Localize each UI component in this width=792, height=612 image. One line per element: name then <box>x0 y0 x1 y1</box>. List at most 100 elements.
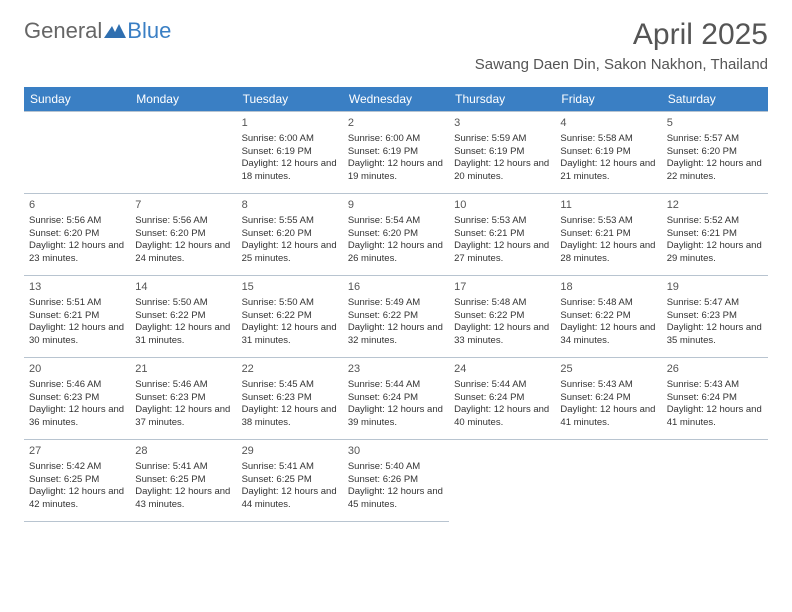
daylight-line: Daylight: 12 hours and 41 minutes. <box>560 404 656 430</box>
calendar-cell: 9Sunrise: 5:54 AMSunset: 6:20 PMDaylight… <box>343 194 449 276</box>
sunset-line: Sunset: 6:24 PM <box>454 392 550 405</box>
daylight-line: Daylight: 12 hours and 36 minutes. <box>29 404 125 430</box>
day-number: 20 <box>29 362 125 377</box>
sunrise-line: Sunrise: 5:58 AM <box>560 133 656 146</box>
calendar-cell <box>662 440 768 522</box>
sunset-line: Sunset: 6:26 PM <box>348 474 444 487</box>
day-number: 23 <box>348 362 444 377</box>
sunset-line: Sunset: 6:21 PM <box>667 228 763 241</box>
day-number: 16 <box>348 280 444 295</box>
day-number: 3 <box>454 116 550 131</box>
sunset-line: Sunset: 6:21 PM <box>29 310 125 323</box>
sunrise-line: Sunrise: 5:43 AM <box>560 379 656 392</box>
sunrise-line: Sunrise: 5:50 AM <box>242 297 338 310</box>
calendar-cell: 1 Sunrise: 6:00 AMSunset: 6:19 PMDaylight… <box>237 112 343 194</box>
sunrise-line: Sunrise: 5:53 AM <box>454 215 550 228</box>
weekday-header: Monday <box>130 87 236 112</box>
daylight-line: Daylight: 12 hours and 35 minutes. <box>667 322 763 348</box>
calendar-cell <box>555 440 661 522</box>
daylight-line: Daylight: 12 hours and 21 minutes. <box>560 158 656 184</box>
logo-text-2: Blue <box>127 18 171 44</box>
daylight-line: Daylight: 12 hours and 32 minutes. <box>348 322 444 348</box>
sunset-line: Sunset: 6:24 PM <box>560 392 656 405</box>
day-number: 9 <box>348 198 444 213</box>
sunset-line: Sunset: 6:25 PM <box>29 474 125 487</box>
calendar-table: Sunday Monday Tuesday Wednesday Thursday… <box>24 87 768 522</box>
title-block: April 2025 Sawang Daen Din, Sakon Nakhon… <box>475 18 768 73</box>
day-number: 29 <box>242 444 338 459</box>
sunrise-line: Sunrise: 5:48 AM <box>454 297 550 310</box>
day-number: 21 <box>135 362 231 377</box>
calendar-cell: 28Sunrise: 5:41 AMSunset: 6:25 PMDayligh… <box>130 440 236 522</box>
daylight-line: Daylight: 12 hours and 44 minutes. <box>242 486 338 512</box>
day-number: 24 <box>454 362 550 377</box>
daylight-line: Daylight: 12 hours and 34 minutes. <box>560 322 656 348</box>
sunrise-line: Sunrise: 5:44 AM <box>454 379 550 392</box>
sunrise-line: Sunrise: 5:40 AM <box>348 461 444 474</box>
calendar-cell: 5Sunrise: 5:57 AMSunset: 6:20 PMDaylight… <box>662 112 768 194</box>
day-number: 19 <box>667 280 763 295</box>
sunset-line: Sunset: 6:19 PM <box>348 146 444 159</box>
sunset-line: Sunset: 6:20 PM <box>348 228 444 241</box>
sunrise-line: Sunrise: 5:53 AM <box>560 215 656 228</box>
day-number: 30 <box>348 444 444 459</box>
sunrise-line: Sunrise: 6:00 AM <box>242 133 338 146</box>
header: General Blue April 2025 Sawang Daen Din,… <box>24 18 768 73</box>
calendar-cell: 8Sunrise: 5:55 AMSunset: 6:20 PMDaylight… <box>237 194 343 276</box>
weekday-header: Tuesday <box>237 87 343 112</box>
day-number: 7 <box>135 198 231 213</box>
daylight-line: Daylight: 12 hours and 31 minutes. <box>242 322 338 348</box>
daylight-line: Daylight: 12 hours and 33 minutes. <box>454 322 550 348</box>
sunset-line: Sunset: 6:22 PM <box>454 310 550 323</box>
daylight-line: Daylight: 12 hours and 39 minutes. <box>348 404 444 430</box>
sunrise-line: Sunrise: 5:46 AM <box>135 379 231 392</box>
sunset-line: Sunset: 6:23 PM <box>242 392 338 405</box>
calendar-cell: 2Sunrise: 6:00 AMSunset: 6:19 PMDaylight… <box>343 112 449 194</box>
day-number: 22 <box>242 362 338 377</box>
sunrise-line: Sunrise: 5:44 AM <box>348 379 444 392</box>
day-number: 26 <box>667 362 763 377</box>
calendar-cell <box>130 112 236 194</box>
sunrise-line: Sunrise: 5:56 AM <box>29 215 125 228</box>
day-number: 15 <box>242 280 338 295</box>
day-number: 18 <box>560 280 656 295</box>
calendar-cell: 10Sunrise: 5:53 AMSunset: 6:21 PMDayligh… <box>449 194 555 276</box>
sunset-line: Sunset: 6:19 PM <box>242 146 338 159</box>
day-number: 12 <box>667 198 763 213</box>
sunset-line: Sunset: 6:22 PM <box>560 310 656 323</box>
page-title: April 2025 <box>475 18 768 52</box>
sunrise-line: Sunrise: 6:00 AM <box>348 133 444 146</box>
day-number: 2 <box>348 116 444 131</box>
sunset-line: Sunset: 6:20 PM <box>242 228 338 241</box>
daylight-line: Daylight: 12 hours and 20 minutes. <box>454 158 550 184</box>
sunset-line: Sunset: 6:22 PM <box>348 310 444 323</box>
calendar-row: 13Sunrise: 5:51 AMSunset: 6:21 PMDayligh… <box>24 276 768 358</box>
sunrise-line: Sunrise: 5:43 AM <box>667 379 763 392</box>
daylight-line: Daylight: 12 hours and 23 minutes. <box>29 240 125 266</box>
calendar-cell: 13Sunrise: 5:51 AMSunset: 6:21 PMDayligh… <box>24 276 130 358</box>
weekday-header: Thursday <box>449 87 555 112</box>
day-number: 1 <box>242 116 338 131</box>
weekday-header: Friday <box>555 87 661 112</box>
calendar-cell: 30 Sunrise: 5:40 AMSunset: 6:26 PMDayligh… <box>343 440 449 522</box>
daylight-line: Daylight: 12 hours and 29 minutes. <box>667 240 763 266</box>
logo: General Blue <box>24 18 171 44</box>
sunset-line: Sunset: 6:25 PM <box>242 474 338 487</box>
day-number: 11 <box>560 198 656 213</box>
calendar-cell: 15Sunrise: 5:50 AMSunset: 6:22 PMDayligh… <box>237 276 343 358</box>
day-number: 28 <box>135 444 231 459</box>
daylight-line: Daylight: 12 hours and 45 minutes. <box>348 486 444 512</box>
sunrise-line: Sunrise: 5:41 AM <box>135 461 231 474</box>
calendar-cell: 27Sunrise: 5:42 AMSunset: 6:25 PMDayligh… <box>24 440 130 522</box>
daylight-line: Daylight: 12 hours and 41 minutes. <box>667 404 763 430</box>
calendar-cell: 19Sunrise: 5:47 AMSunset: 6:23 PMDayligh… <box>662 276 768 358</box>
sunrise-line: Sunrise: 5:45 AM <box>242 379 338 392</box>
daylight-line: Daylight: 12 hours and 30 minutes. <box>29 322 125 348</box>
daylight-line: Daylight: 12 hours and 18 minutes. <box>242 158 338 184</box>
calendar-cell: 3Sunrise: 5:59 AMSunset: 6:19 PMDaylight… <box>449 112 555 194</box>
sunset-line: Sunset: 6:22 PM <box>135 310 231 323</box>
weekday-header-row: Sunday Monday Tuesday Wednesday Thursday… <box>24 87 768 112</box>
day-number: 6 <box>29 198 125 213</box>
sunrise-line: Sunrise: 5:59 AM <box>454 133 550 146</box>
day-number: 13 <box>29 280 125 295</box>
